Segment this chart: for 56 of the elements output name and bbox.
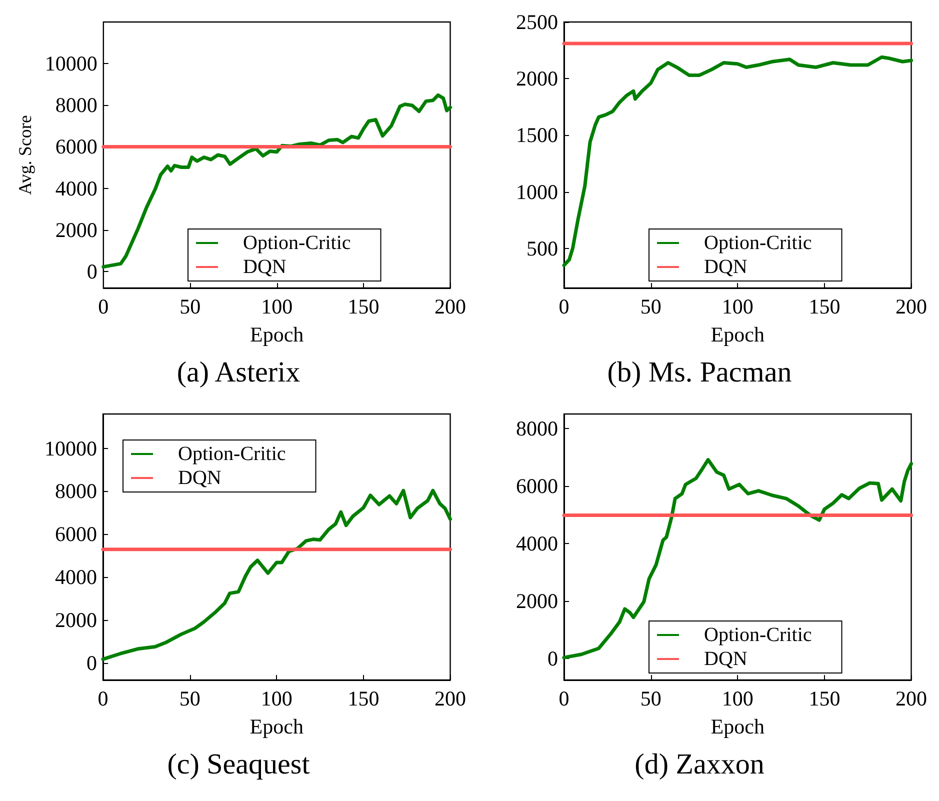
y-tick-label: 10000 [44, 52, 98, 76]
y-tick-label: 6000 [516, 474, 558, 498]
x-axis-title: Epoch [250, 322, 304, 346]
y-tick-label: 8000 [516, 416, 558, 440]
legend-label: Option-Critic [178, 443, 286, 465]
text: (b) Ms. Pacman [607, 356, 792, 388]
y-tick-label: 6000 [55, 134, 98, 159]
x-tick-label: 50 [179, 686, 200, 710]
y-tick-label: 4000 [516, 531, 558, 556]
y-tick-label: 4000 [55, 176, 98, 200]
y-tick-label: 1000 [516, 180, 558, 204]
legend-label: DQN [178, 467, 222, 489]
y-tick-label: 0 [548, 646, 558, 670]
text: (a) Asterix [176, 356, 301, 388]
x-tick-label: 50 [640, 686, 662, 710]
x-tick-label: 100 [261, 294, 293, 318]
x-tick-label: 200 [896, 294, 927, 318]
line-series [101, 488, 452, 661]
text: (d) Zaxxon [634, 748, 765, 780]
y-tick-label: 500 [526, 236, 558, 260]
x-axis-title: Epoch [710, 322, 765, 346]
y-tick-label: 6000 [55, 522, 97, 546]
y-tick-label: 2000 [55, 608, 97, 632]
x-tick-label: 50 [640, 294, 662, 318]
x-tick-label: 150 [808, 686, 840, 710]
y-tick-label: 2000 [516, 66, 558, 91]
y-axis-title: Avg. Score [15, 115, 35, 195]
legend-label: DQN [704, 256, 748, 278]
x-tick-label: 150 [348, 686, 380, 710]
y-tick-label: 2500 [516, 10, 558, 34]
x-axis-title: Epoch [250, 714, 304, 738]
y-tick-label: 10000 [44, 436, 97, 460]
x-tick-label: 50 [180, 294, 201, 318]
y-tick-label: 0 [86, 259, 98, 284]
y-tick-label: 8000 [55, 479, 97, 504]
x-tick-label: 100 [722, 686, 754, 710]
y-tick-label: 1500 [516, 123, 558, 148]
legend-label: Option-Critic [704, 624, 812, 646]
x-tick-label: 150 [808, 294, 840, 318]
x-tick-label: 100 [260, 686, 292, 710]
legend-label: DQN [243, 256, 286, 278]
x-tick-label: 200 [896, 686, 927, 710]
y-tick-label: 4000 [55, 565, 97, 590]
x-axis-title: Epoch [710, 714, 765, 738]
legend-label: Option-Critic [243, 232, 351, 254]
text: (c) Seaquest [167, 748, 310, 780]
y-tick-label: 2000 [55, 218, 98, 242]
legend-label: DQN [704, 648, 748, 670]
y-tick-label: 0 [86, 650, 97, 675]
legend-label: Option-Critic [704, 232, 812, 254]
x-tick-label: 200 [434, 686, 466, 710]
x-tick-label: 200 [434, 294, 466, 318]
y-tick-label: 2000 [516, 588, 558, 613]
x-tick-label: 150 [348, 294, 380, 318]
y-tick-label: 8000 [55, 93, 98, 118]
x-tick-label: 100 [722, 294, 754, 318]
